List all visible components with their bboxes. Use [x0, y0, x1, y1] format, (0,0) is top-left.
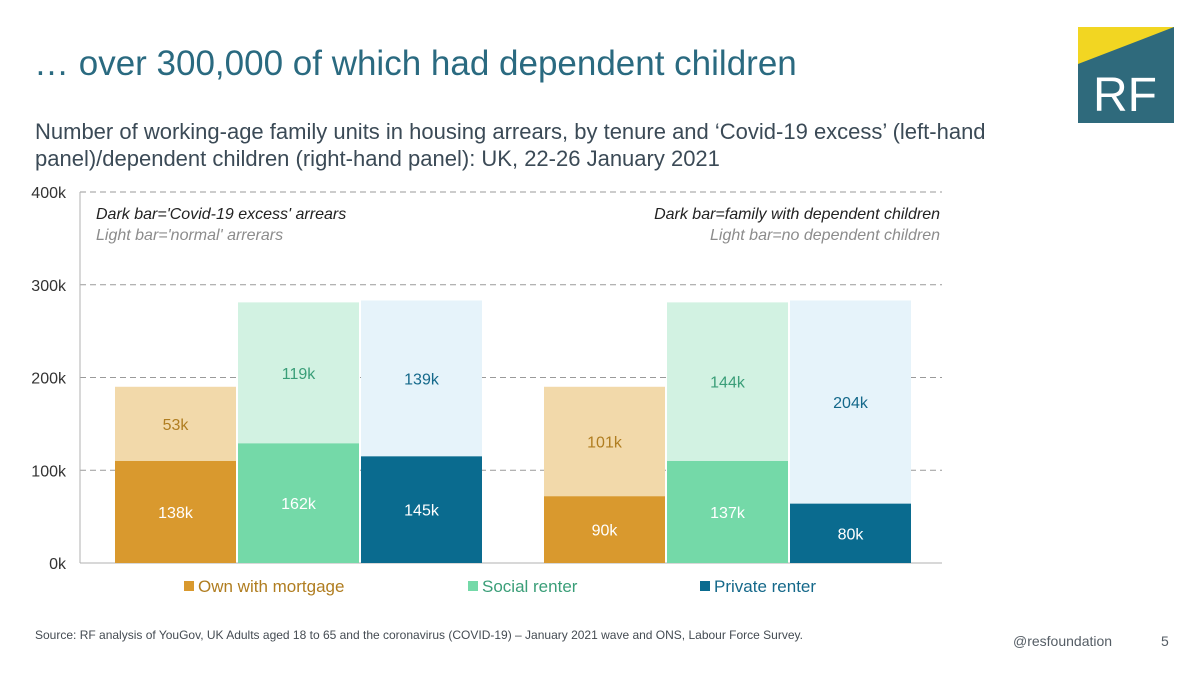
y-tick-label: 200k	[31, 371, 67, 388]
chart-subtitle: Number of working-age family units in ho…	[35, 119, 986, 171]
y-tick-label: 100k	[31, 463, 67, 480]
bar-light-1-1	[115, 386, 236, 461]
bar-light-2-1	[544, 386, 665, 497]
data-label-light: 53k	[163, 417, 190, 434]
bar-dark-1-1	[115, 460, 236, 563]
bar-dark-1-3	[361, 456, 482, 563]
logo-text: RF	[1093, 69, 1157, 122]
data-label-light: 144k	[710, 375, 746, 392]
bar-light-2-2	[667, 302, 788, 461]
data-label-light: 119k	[282, 366, 317, 383]
data-label-dark: 90k	[592, 523, 619, 540]
panel-annotation-dark: Dark bar=family with dependent children	[654, 206, 940, 223]
panel-annotation-dark: Dark bar='Covid-19 excess' arrears	[96, 206, 346, 223]
bar-dark-2-1	[544, 496, 665, 563]
data-label-dark: 138k	[158, 505, 194, 522]
legend-label: Private renter	[714, 577, 816, 596]
bar-light-1-3	[361, 300, 482, 457]
logo-yellow-corner	[1078, 27, 1174, 64]
data-label-dark: 145k	[404, 503, 440, 520]
twitter-handle[interactable]: @resfoundation	[1013, 633, 1113, 649]
bar-light-1-2	[238, 302, 359, 444]
legend-label: Social renter	[482, 577, 578, 596]
data-label-dark: 137k	[710, 505, 746, 522]
panel-annotation-light: Light bar=no dependent children	[710, 227, 940, 244]
legend-swatch	[700, 581, 710, 591]
page-number: 5	[1161, 633, 1169, 649]
legend-swatch	[184, 581, 194, 591]
slide-title: … over 300,000 of which had dependent ch…	[34, 44, 797, 83]
data-label-dark: 162k	[281, 496, 317, 513]
source-note: Source: RF analysis of YouGov, UK Adults…	[35, 628, 803, 642]
y-tick-label: 300k	[31, 278, 67, 295]
data-label-light: 204k	[833, 395, 869, 412]
rf-logo: RF	[1078, 27, 1174, 123]
panel-annotation-light: Light bar='normal' arrerars	[96, 227, 283, 244]
bar-light-2-3	[790, 300, 911, 504]
legend-swatch	[468, 581, 478, 591]
data-label-light: 101k	[587, 434, 623, 451]
bar-dark-2-2	[667, 460, 788, 563]
y-tick-label: 0k	[49, 556, 67, 573]
legend-label: Own with mortgage	[198, 577, 344, 596]
data-label-light: 139k	[404, 371, 440, 388]
bar-dark-2-3	[790, 503, 911, 563]
bar-dark-1-2	[238, 443, 359, 563]
data-label-dark: 80k	[838, 526, 865, 543]
y-tick-label: 400k	[31, 185, 67, 202]
